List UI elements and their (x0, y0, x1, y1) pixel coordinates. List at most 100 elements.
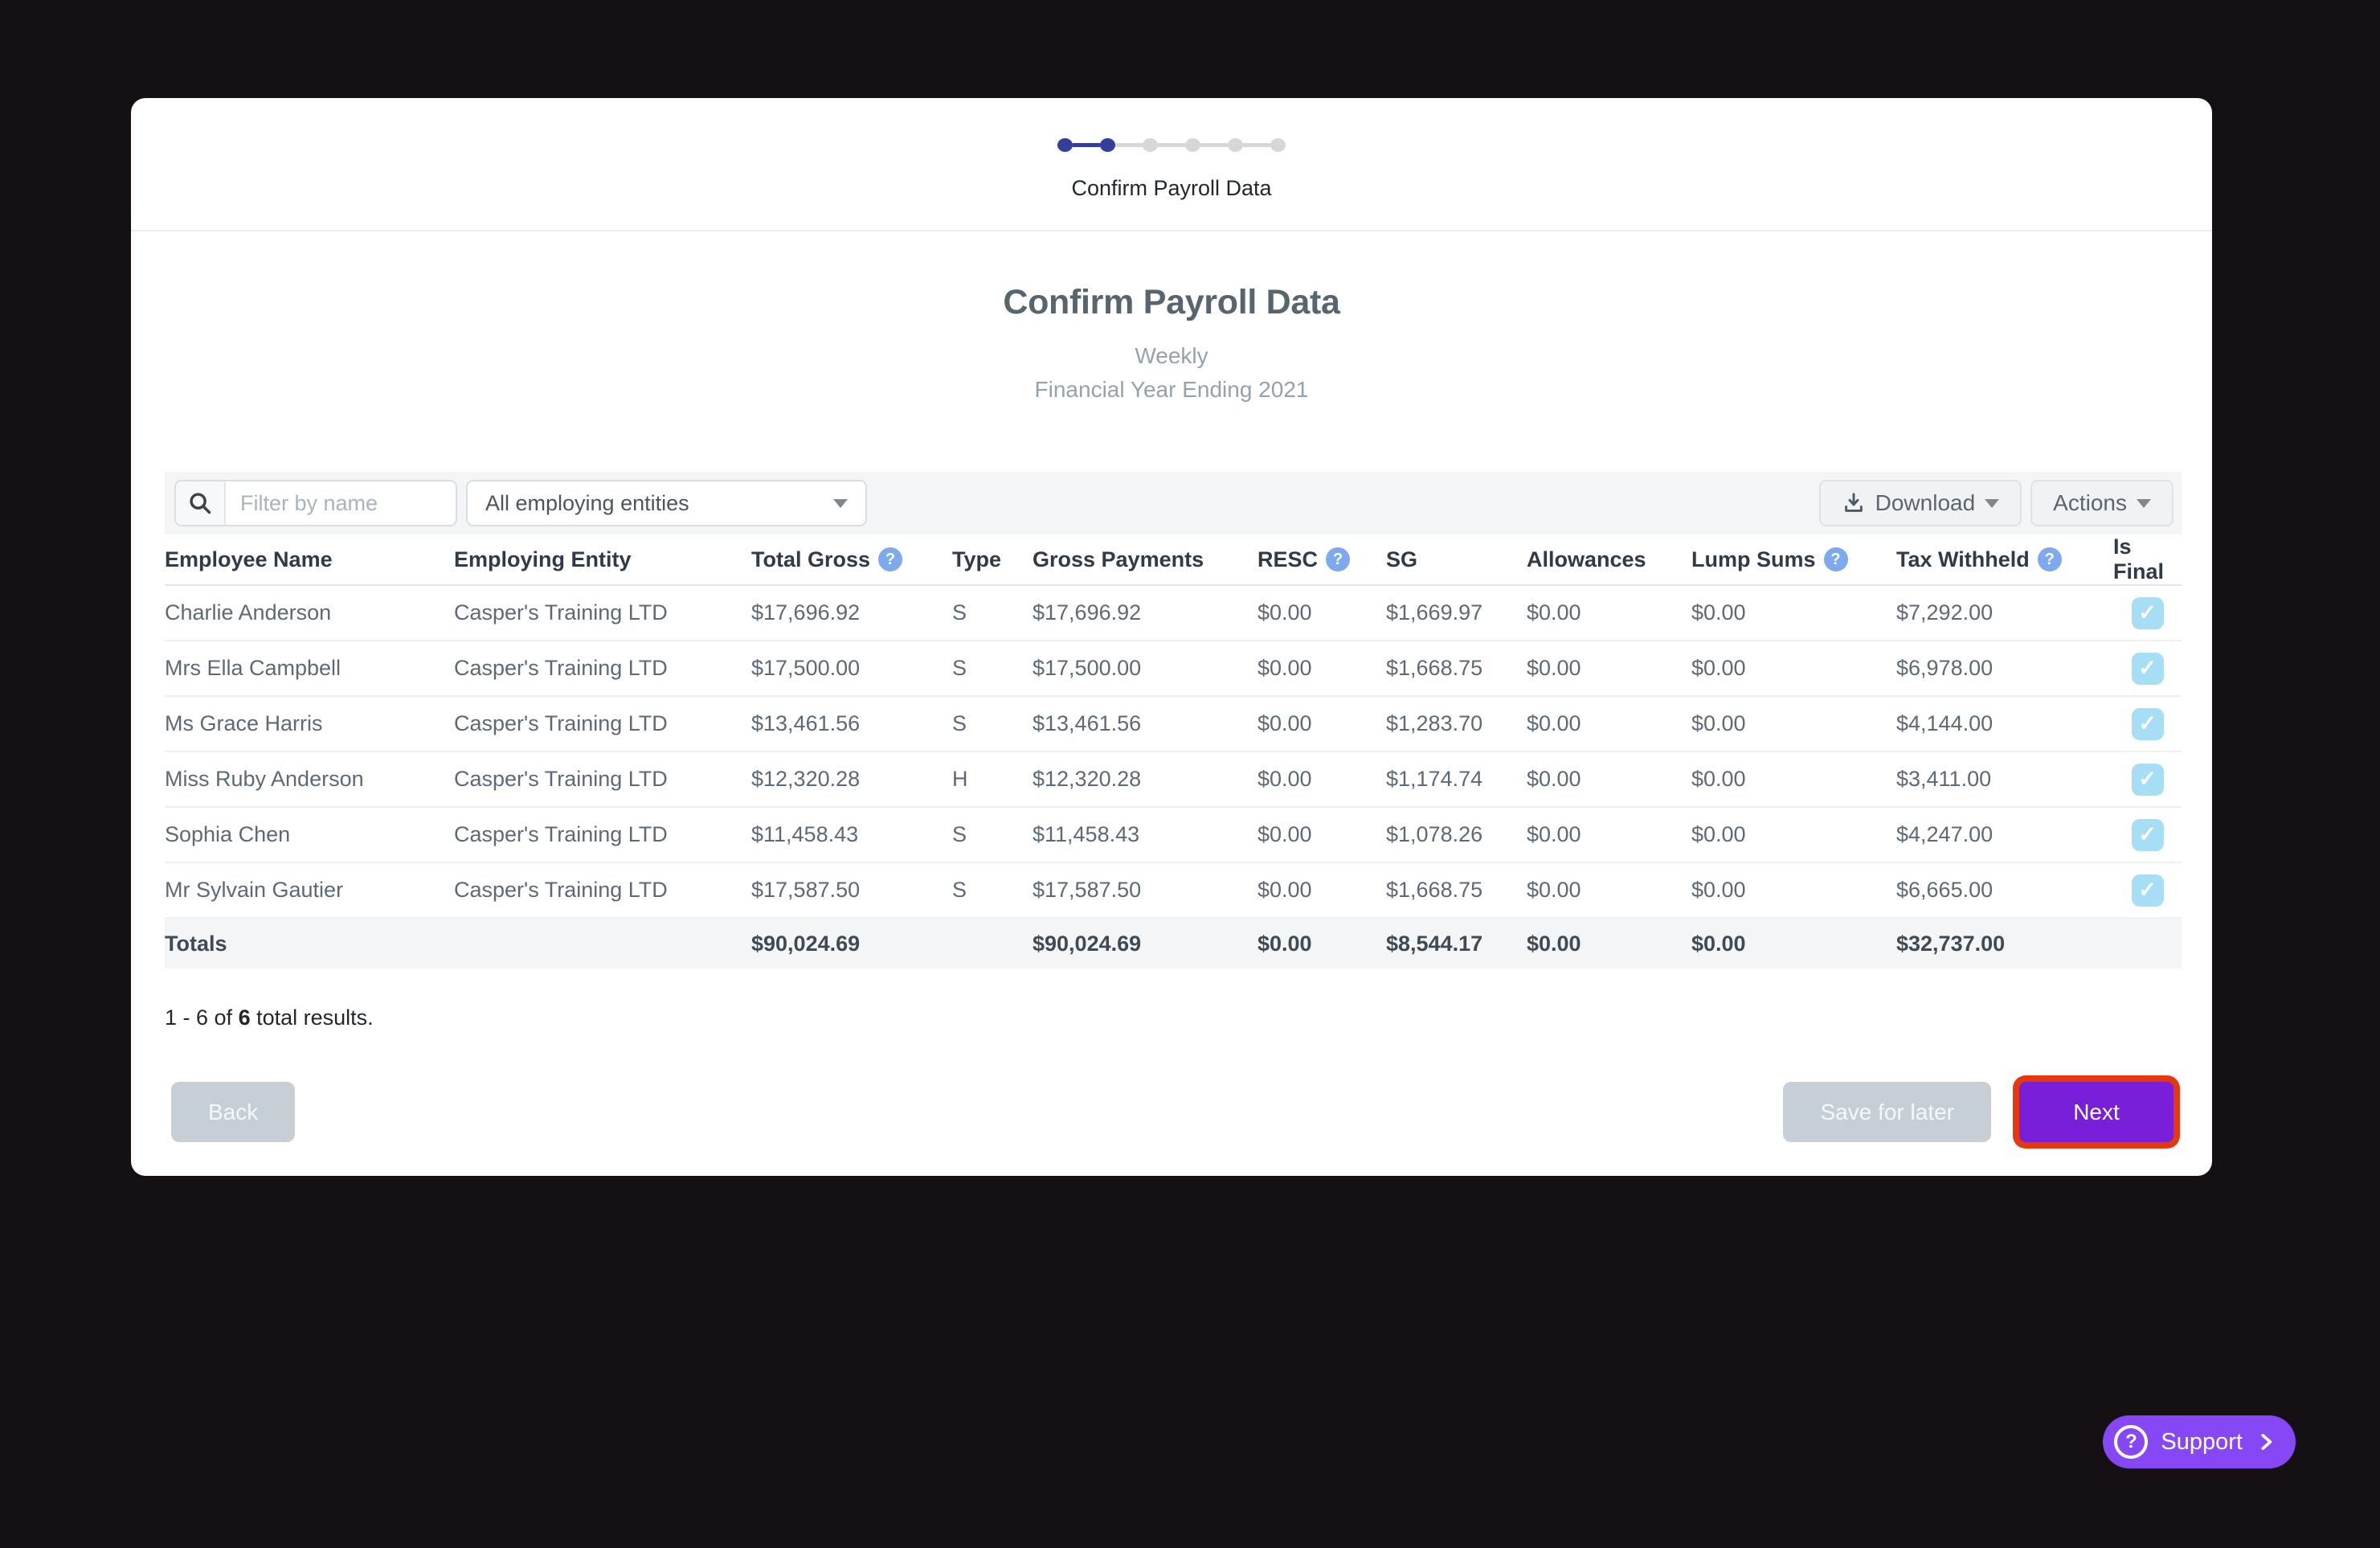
column-header-label: Type (952, 547, 1002, 571)
cell-allowances: $0.00 (1527, 767, 1581, 791)
help-icon[interactable]: ? (1823, 547, 1848, 571)
column-header-is_final: Is Final (2113, 534, 2182, 584)
column-header-resc: RESC? (1257, 547, 1386, 572)
is-final-checkbox[interactable]: ✓ (2131, 763, 2164, 796)
cell-gross_payments: $17,587.50 (1033, 878, 1142, 902)
cell-employee_name: Charlie Anderson (165, 600, 332, 625)
column-header-employing_entity: Employing Entity (454, 547, 751, 572)
stepper-connector (1200, 143, 1228, 147)
cell-total_gross: $13,461.56 (751, 711, 861, 735)
totals-cell-total_gross: $90,024.69 (751, 931, 861, 956)
check-icon: ✓ (2138, 600, 2157, 625)
table-row: Mrs Ella Campbell Casper's Training LTD $1… (165, 641, 2182, 697)
cell-allowances: $0.00 (1527, 711, 1581, 735)
column-header-label: Employee Name (165, 547, 333, 571)
cell-type: S (952, 600, 967, 625)
cell-gross_payments: $17,500.00 (1033, 656, 1142, 680)
cell-resc: $0.00 (1257, 878, 1312, 902)
help-icon[interactable]: ? (1326, 547, 1351, 571)
cell-employing_entity: Casper's Training LTD (454, 878, 668, 902)
totals-cell-lump_sums: $0.00 (1691, 931, 1746, 956)
download-button[interactable]: Download (1818, 480, 2022, 526)
cell-employing_entity: Casper's Training LTD (454, 711, 668, 735)
cell-gross_payments: $11,458.43 (1033, 822, 1140, 846)
cell-resc: $0.00 (1257, 822, 1312, 846)
cell-employee_name: Mr Sylvain Gautier (165, 878, 344, 902)
stepper-dot-3 (1143, 138, 1158, 152)
stepper-dot-5 (1228, 138, 1243, 152)
stepper-dot-4 (1185, 138, 1200, 152)
cell-tax_withheld: $4,144.00 (1896, 711, 1994, 735)
title-section: Confirm Payroll Data Weekly Financial Ye… (131, 231, 2212, 403)
entity-filter-select[interactable]: All employing entities (466, 480, 867, 526)
download-button-label: Download (1875, 490, 1976, 515)
table-row: Miss Ruby Anderson Casper's Training LTD $… (165, 752, 2182, 808)
cell-sg: $1,078.26 (1386, 822, 1483, 846)
column-header-employee_name: Employee Name (165, 547, 454, 572)
totals-cell-employee_name: Totals (165, 931, 227, 956)
column-header-label: Total Gross (751, 547, 871, 571)
page-title: Confirm Payroll Data (1003, 283, 1340, 321)
column-header-label: Gross Payments (1033, 547, 1204, 571)
chevron-down-icon (833, 498, 848, 508)
cell-total_gross: $17,587.50 (751, 878, 861, 902)
column-header-allowances: Allowances (1527, 547, 1691, 572)
table-totals-row: Totals $90,024.69 $90,024.69 $0.00 $8,544.17… (165, 919, 2182, 969)
cell-is_final: ✓ (2113, 707, 2182, 740)
cell-lump_sums: $0.00 (1691, 822, 1746, 846)
column-header-label: Employing Entity (454, 547, 632, 571)
is-final-checkbox[interactable]: ✓ (2131, 818, 2164, 851)
check-icon: ✓ (2138, 711, 2157, 735)
column-header-label: Allowances (1527, 547, 1646, 571)
cell-gross_payments: $17,696.92 (1033, 600, 1142, 625)
totals-cell-sg: $8,544.17 (1386, 931, 1483, 956)
is-final-checkbox[interactable]: ✓ (2131, 596, 2164, 629)
column-header-type: Type (952, 547, 1033, 572)
stepper-dot-2 (1100, 138, 1115, 152)
wizard-card: Confirm Payroll Data Confirm Payroll Dat… (131, 98, 2212, 1176)
support-button[interactable]: ? Support (2103, 1415, 2296, 1468)
column-header-label: RESC (1257, 547, 1319, 571)
cell-lump_sums: $0.00 (1691, 711, 1746, 735)
cell-sg: $1,669.97 (1386, 600, 1483, 625)
back-button[interactable]: Back (171, 1082, 296, 1142)
column-header-lump_sums: Lump Sums? (1691, 547, 1896, 572)
filter-bar: All employing entities Download Actions (165, 472, 2182, 534)
download-icon (1842, 491, 1866, 515)
save-for-later-button[interactable]: Save for later (1783, 1082, 1991, 1142)
cell-tax_withheld: $3,411.00 (1896, 767, 1992, 791)
table-row: Charlie Anderson Casper's Training LTD $17… (165, 586, 2182, 641)
subtitle-financial-year: Financial Year Ending 2021 (1034, 377, 1309, 402)
cell-employee_name: Sophia Chen (165, 822, 291, 846)
results-total: 6 (238, 1005, 251, 1030)
is-final-checkbox[interactable]: ✓ (2131, 707, 2164, 740)
stepper-connector (1243, 143, 1270, 147)
cell-is_final: ✓ (2113, 874, 2182, 907)
cell-resc: $0.00 (1257, 656, 1312, 680)
check-icon: ✓ (2138, 878, 2157, 902)
cell-type: S (952, 711, 967, 735)
stepper: Confirm Payroll Data (131, 98, 2212, 231)
cell-gross_payments: $13,461.56 (1033, 711, 1142, 735)
cell-type: S (952, 822, 967, 846)
cell-total_gross: $11,458.43 (751, 822, 859, 846)
cell-type: S (952, 656, 967, 680)
cell-type: S (952, 878, 967, 902)
help-icon[interactable]: ? (878, 547, 903, 571)
cell-gross_payments: $12,320.28 (1033, 767, 1142, 791)
help-icon[interactable]: ? (2037, 547, 2062, 571)
stepper-step-label: Confirm Payroll Data (1071, 176, 1272, 200)
cell-lump_sums: $0.00 (1691, 600, 1746, 625)
stepper-connector (1158, 143, 1185, 147)
is-final-checkbox[interactable]: ✓ (2131, 652, 2164, 685)
search-input[interactable] (226, 481, 456, 525)
next-button[interactable]: Next (2019, 1082, 2173, 1142)
cell-employing_entity: Casper's Training LTD (454, 600, 668, 625)
cell-employee_name: Mrs Ella Campbell (165, 656, 341, 680)
cell-sg: $1,283.70 (1386, 711, 1483, 735)
column-header-sg: SG (1386, 547, 1527, 572)
is-final-checkbox[interactable]: ✓ (2131, 874, 2164, 907)
cell-sg: $1,668.75 (1386, 878, 1483, 902)
actions-button[interactable]: Actions (2030, 480, 2173, 526)
cell-is_final: ✓ (2113, 596, 2182, 629)
